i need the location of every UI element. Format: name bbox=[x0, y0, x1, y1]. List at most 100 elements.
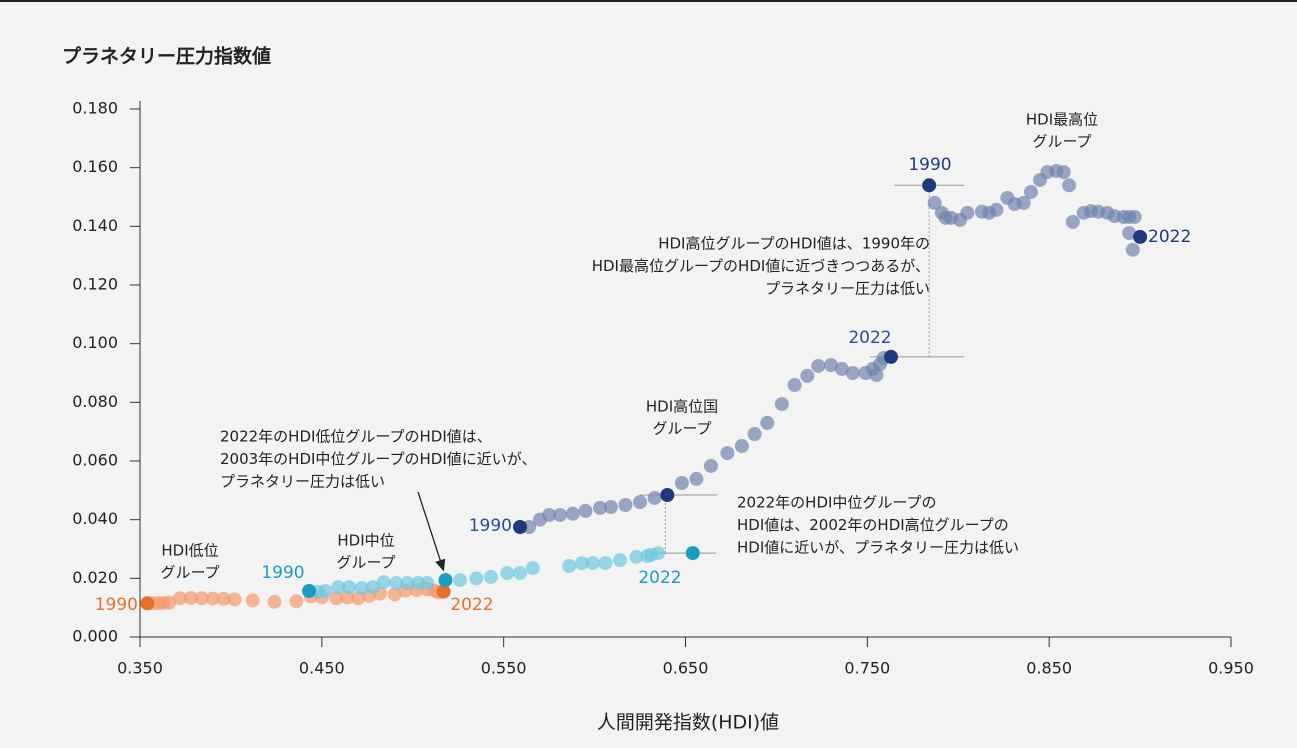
y-tick-label: 0.120 bbox=[72, 275, 118, 294]
point bbox=[420, 576, 435, 591]
point bbox=[1056, 165, 1071, 180]
point bbox=[720, 446, 735, 461]
point bbox=[183, 590, 198, 605]
point bbox=[823, 358, 838, 373]
point bbox=[342, 580, 357, 595]
group-label: グループ bbox=[160, 564, 219, 582]
point bbox=[500, 566, 515, 581]
point bbox=[989, 202, 1004, 217]
year-label: 1990 bbox=[261, 563, 304, 583]
highlight-point bbox=[140, 596, 155, 611]
point bbox=[565, 506, 580, 521]
x-tick-label: 0.850 bbox=[1026, 659, 1072, 678]
x-tick-label: 0.750 bbox=[844, 659, 890, 678]
point bbox=[483, 569, 498, 584]
annotation: HDI最高位グループのHDI値に近づきつつあるが、 bbox=[592, 257, 930, 275]
point bbox=[811, 358, 826, 373]
x-tick-label: 0.950 bbox=[1208, 659, 1254, 678]
point bbox=[227, 592, 242, 607]
point bbox=[603, 500, 618, 515]
point bbox=[453, 573, 468, 588]
annotation: プラネタリー圧力は低い bbox=[765, 280, 930, 298]
highlight-point bbox=[302, 583, 317, 598]
point bbox=[647, 490, 662, 505]
x-tick-label: 0.550 bbox=[481, 659, 527, 678]
point bbox=[800, 368, 815, 383]
point bbox=[960, 205, 975, 220]
point bbox=[593, 500, 608, 515]
highlight-point bbox=[922, 178, 937, 193]
point bbox=[574, 556, 589, 571]
point bbox=[1062, 178, 1077, 193]
group-label: HDI最高位 bbox=[1026, 111, 1098, 129]
x-tick-label: 0.450 bbox=[299, 659, 345, 678]
point bbox=[1127, 209, 1142, 224]
highlight-point bbox=[883, 349, 898, 364]
point bbox=[267, 594, 282, 609]
point bbox=[331, 580, 346, 595]
y-tick-label: 0.180 bbox=[72, 99, 118, 118]
point bbox=[389, 576, 404, 591]
chart-title: プラネタリー圧力指数値 bbox=[62, 45, 271, 68]
point bbox=[578, 503, 593, 518]
y-tick-label: 0.160 bbox=[72, 157, 118, 176]
point bbox=[1065, 214, 1080, 229]
point bbox=[598, 556, 613, 571]
point bbox=[834, 361, 849, 376]
point bbox=[216, 591, 231, 606]
year-label: 1990 bbox=[469, 516, 512, 536]
y-tick-label: 0.000 bbox=[72, 627, 118, 646]
group-label: グループ bbox=[336, 554, 395, 572]
point bbox=[845, 366, 860, 380]
point bbox=[774, 397, 789, 412]
point bbox=[194, 591, 209, 606]
point bbox=[245, 593, 260, 608]
point bbox=[787, 378, 802, 393]
annotation: HDI値に近いが、プラネタリー圧力は低い bbox=[737, 539, 1019, 557]
year-label: 1990 bbox=[908, 155, 951, 175]
annotation: HDI高位グループのHDI値は、1990年の bbox=[658, 235, 930, 253]
point bbox=[760, 415, 775, 430]
highlight-point bbox=[513, 520, 528, 534]
year-label: 1990 bbox=[95, 595, 138, 615]
point bbox=[400, 576, 415, 591]
point bbox=[387, 587, 402, 602]
point bbox=[354, 581, 369, 596]
point bbox=[205, 591, 220, 606]
point bbox=[376, 575, 391, 590]
point bbox=[613, 553, 628, 568]
year-label: 2022 bbox=[450, 595, 493, 615]
y-tick-label: 0.100 bbox=[72, 333, 118, 352]
year-label: 2022 bbox=[638, 568, 681, 588]
y-tick-label: 0.140 bbox=[72, 216, 118, 235]
point bbox=[585, 556, 600, 571]
point bbox=[927, 195, 942, 210]
y-tick-label: 0.020 bbox=[72, 568, 118, 587]
point bbox=[562, 559, 577, 574]
group-label: HDI高位国 bbox=[646, 398, 718, 416]
x-tick-label: 0.350 bbox=[117, 659, 163, 678]
point bbox=[289, 594, 304, 609]
year-label: 2022 bbox=[848, 328, 891, 348]
point bbox=[734, 439, 749, 454]
annotation: 2003年のHDI中位グループのHDI値に近いが、 bbox=[220, 450, 536, 468]
point bbox=[162, 595, 177, 610]
y-tick-label: 0.040 bbox=[72, 509, 118, 528]
highlight-point bbox=[438, 573, 453, 588]
point bbox=[525, 561, 540, 576]
point bbox=[629, 549, 644, 564]
point bbox=[674, 476, 689, 490]
highlight-point bbox=[685, 546, 700, 561]
point bbox=[869, 368, 884, 383]
group-label: グループ bbox=[652, 420, 711, 438]
point bbox=[747, 427, 762, 442]
point bbox=[329, 591, 344, 606]
group-label: グループ bbox=[1032, 133, 1091, 151]
point bbox=[318, 583, 333, 598]
group-label: HDI中位 bbox=[337, 532, 394, 550]
point bbox=[651, 546, 666, 561]
point bbox=[1122, 226, 1137, 241]
point bbox=[689, 471, 704, 486]
